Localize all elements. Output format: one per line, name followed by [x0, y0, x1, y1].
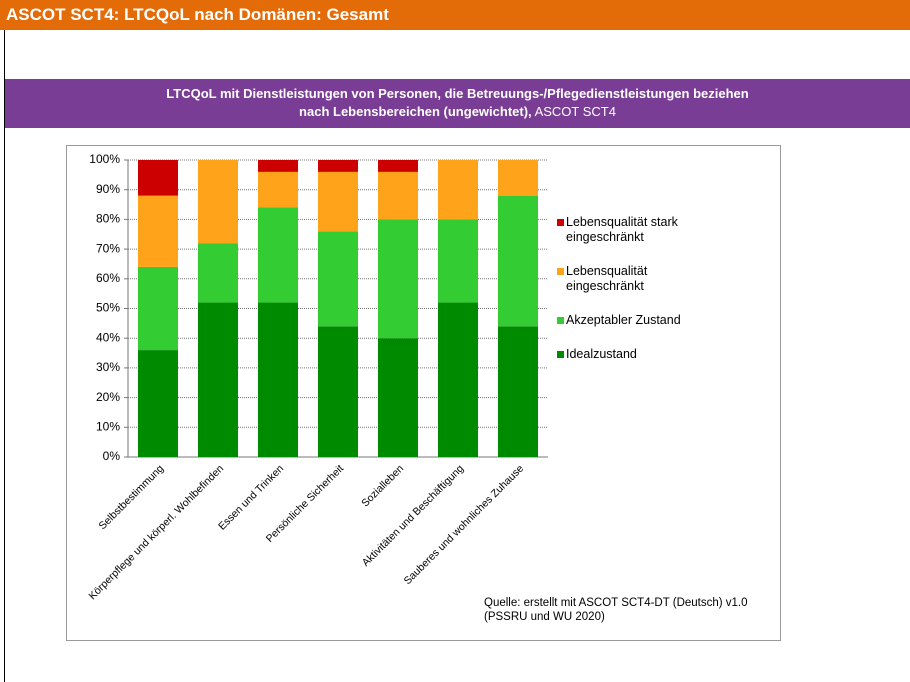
y-tick-label: 30%	[96, 360, 120, 374]
bar-segment	[378, 160, 418, 172]
bar-segment	[258, 160, 298, 172]
bar-segment	[318, 231, 358, 327]
chart-banner: LTCQoL mit Dienstleistungen von Personen…	[5, 79, 910, 128]
x-tick-label: Sozialleben	[359, 462, 406, 509]
bar-segment	[318, 171, 358, 232]
border-line	[4, 30, 5, 682]
bar-segment	[198, 302, 238, 457]
x-tick-label: Selbstbestimmung	[97, 462, 167, 532]
y-tick-label: 0%	[103, 449, 121, 463]
bar-segment	[438, 219, 478, 303]
bar-segment	[258, 207, 298, 303]
y-tick-label: 50%	[96, 301, 120, 315]
y-tick-label: 20%	[96, 390, 120, 404]
y-tick-label: 80%	[96, 212, 120, 226]
bar-segment	[498, 195, 538, 327]
bar-segment	[198, 243, 238, 303]
x-tick-label: Aktivitäten und Beschäftigung	[360, 462, 466, 568]
x-tick-label: Essen und Trinken	[216, 462, 286, 532]
y-tick-label: 90%	[96, 182, 120, 196]
legend-label: Lebensqualität stark eingeschränkt	[566, 215, 678, 244]
chart-frame	[66, 145, 781, 641]
legend: Lebensqualität stark eingeschränkt Lebens…	[557, 215, 757, 381]
bar-segment	[138, 350, 178, 457]
legend-swatch	[557, 351, 564, 358]
bar-segment	[498, 160, 538, 196]
bar-segment	[138, 266, 178, 351]
legend-item: Lebensqualität stark eingeschränkt	[557, 215, 757, 245]
legend-item: Idealzustand	[557, 347, 757, 362]
legend-item: Lebensqualität eingeschränkt	[557, 264, 757, 294]
legend-swatch	[557, 268, 564, 275]
banner-suffix: ASCOT SCT4	[534, 104, 616, 119]
x-tick-label: Körperpflege und körperl. Wohlbefinden	[86, 462, 226, 602]
bar-segment	[438, 302, 478, 457]
bar-segment	[138, 195, 178, 267]
bar-segment	[378, 219, 418, 339]
y-tick-label: 40%	[96, 330, 120, 344]
x-tick-label: Sauberes und wohnliches Zuhause	[402, 462, 527, 587]
bar-segment	[318, 160, 358, 172]
banner-line2: nach Lebensbereichen (ungewichtet),	[299, 104, 532, 119]
source-note: Quelle: erstellt mit ASCOT SCT4-DT (Deut…	[484, 597, 748, 623]
bar-segment	[198, 160, 238, 244]
bar-segment	[258, 171, 298, 208]
bar-segment	[258, 302, 298, 457]
legend-label: Lebensqualität eingeschränkt	[566, 264, 648, 293]
banner-line1: LTCQoL mit Dienstleistungen von Personen…	[166, 86, 749, 101]
legend-item: Akzeptabler Zustand	[557, 313, 757, 328]
bar-segment	[318, 326, 358, 457]
bar-segment	[138, 160, 178, 196]
y-tick-label: 70%	[96, 241, 120, 255]
bar-segment	[378, 338, 418, 457]
y-tick-label: 100%	[89, 152, 120, 166]
y-tick-label: 10%	[96, 419, 120, 433]
legend-swatch	[557, 317, 564, 324]
legend-swatch	[557, 219, 564, 226]
bar-segment	[498, 326, 538, 457]
bar-segment	[378, 171, 418, 220]
legend-label: Idealzustand	[566, 347, 637, 361]
y-tick-label: 60%	[96, 271, 120, 285]
bar-segment	[438, 160, 478, 220]
page-header: ASCOT SCT4: LTCQoL nach Domänen: Gesamt	[0, 0, 910, 30]
legend-label: Akzeptabler Zustand	[566, 313, 681, 327]
